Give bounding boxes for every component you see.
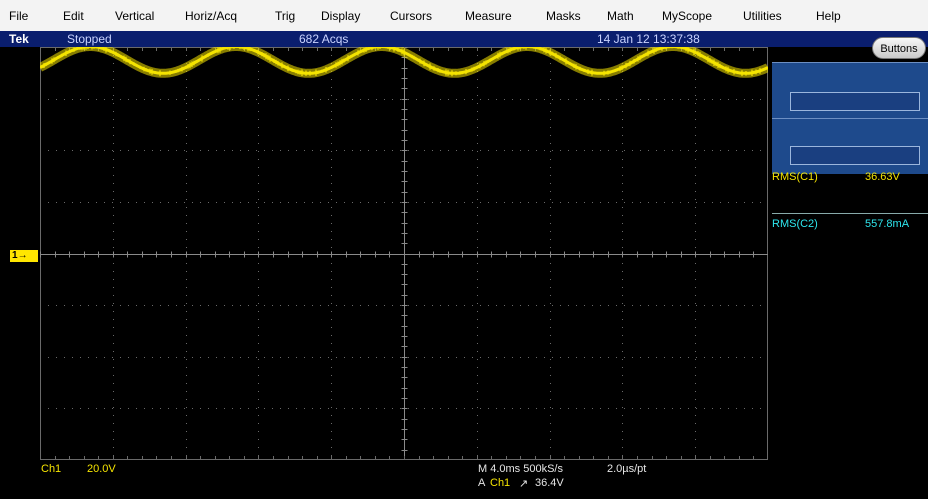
status-bar: Tek Stopped 682 Acqs 14 Jan 12 13:37:38 xyxy=(0,31,928,47)
readout-box-2[interactable] xyxy=(772,118,928,174)
divider xyxy=(772,213,928,214)
buttons-button[interactable]: Buttons xyxy=(872,37,926,59)
brand-label: Tek xyxy=(9,32,29,46)
readout-field-1[interactable] xyxy=(790,92,920,111)
readout-field-2[interactable] xyxy=(790,146,920,165)
channel-scale[interactable]: 20.0V xyxy=(87,463,116,475)
trigger-source-prefix: A xyxy=(478,477,486,489)
timebase-readout[interactable]: M 4.0ms 500kS/s xyxy=(478,463,563,475)
acquisition-count: 682 Acqs xyxy=(299,32,349,46)
measurement-label: RMS(C1) xyxy=(772,171,818,183)
graticule xyxy=(40,47,768,460)
menu-utilities[interactable]: Utilities xyxy=(743,9,782,23)
readout-box-1[interactable] xyxy=(772,62,928,118)
acquisition-state: Stopped xyxy=(67,32,112,46)
menu-help[interactable]: Help xyxy=(816,9,841,23)
measurement-value: 36.63V xyxy=(865,171,900,183)
menu-cursors[interactable]: Cursors xyxy=(390,9,433,23)
menu-myscope[interactable]: MyScope xyxy=(662,9,713,23)
menu-horiz-acq[interactable]: Horiz/Acq xyxy=(185,9,238,23)
channel-label[interactable]: Ch1 xyxy=(41,463,62,475)
channel1-marker-label: 1 xyxy=(12,250,18,261)
trigger-channel[interactable]: Ch1 xyxy=(490,477,511,489)
bottom-readout-bar: Ch1 20.0V M 4.0ms 500kS/s 2.0µs/pt A Ch1… xyxy=(0,460,928,499)
trigger-slope-icon: ↗ xyxy=(519,478,529,490)
menu-bar: File Edit Vertical Horiz/Acq Trig Displa… xyxy=(0,0,928,32)
measurement-value: 557.8mA xyxy=(865,218,910,230)
trigger-level[interactable]: 36.4V xyxy=(535,477,564,489)
channel1-ground-marker[interactable]: 1→ xyxy=(10,250,38,262)
menu-display[interactable]: Display xyxy=(321,9,361,23)
menu-file[interactable]: File xyxy=(9,9,29,23)
waveform-display[interactable] xyxy=(40,47,768,460)
measurement-label: RMS(C2) xyxy=(772,218,818,230)
resolution-readout[interactable]: 2.0µs/pt xyxy=(607,463,647,475)
menu-measure[interactable]: Measure xyxy=(465,9,512,23)
waveform-ch1 xyxy=(40,47,768,75)
menu-trig[interactable]: Trig xyxy=(275,9,296,23)
date-time: 14 Jan 12 13:37:38 xyxy=(597,32,700,46)
menu-masks[interactable]: Masks xyxy=(546,9,581,23)
menu-math[interactable]: Math xyxy=(607,9,634,23)
menu-vertical[interactable]: Vertical xyxy=(115,9,155,23)
menu-edit[interactable]: Edit xyxy=(63,9,84,23)
